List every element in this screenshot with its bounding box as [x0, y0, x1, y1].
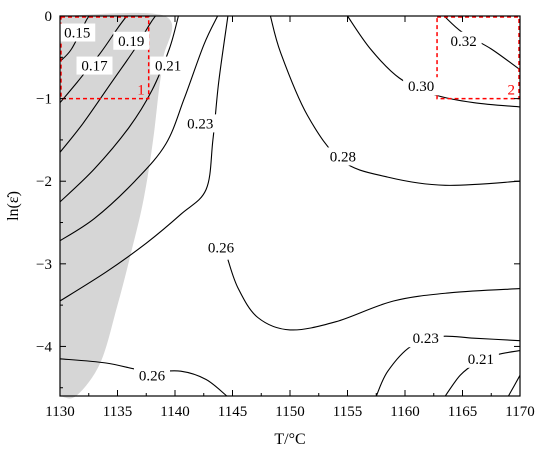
- x-tick-label: 1150: [275, 404, 304, 420]
- contour-label-bg: [445, 31, 482, 50]
- contour-label-bg: [462, 349, 499, 368]
- contour-line-0_28-7: [269, 15, 521, 186]
- contour-label-bg: [407, 329, 444, 348]
- y-axis-title: ln(ε̇): [5, 191, 22, 221]
- contour-label-bg: [76, 56, 113, 75]
- contour-labels-layer: 0.15 0.17 0.19 0.21 0.23 0.26 0.28 0.30 0.32 0.26…: [59, 23, 499, 385]
- region-label-1: 1: [137, 83, 145, 99]
- contour-label-10: 0.23: [413, 331, 439, 347]
- unstable-region-layer: [60, 12, 173, 399]
- x-tick-label: 1145: [218, 404, 247, 420]
- contour-label-2: 0.19: [118, 34, 144, 50]
- contour-label-bg: [324, 147, 361, 166]
- region-label-2: 2: [508, 83, 516, 99]
- y-tick-label: −1: [36, 92, 52, 108]
- x-tick-label: 1140: [160, 404, 189, 420]
- contour-label-bg: [203, 238, 239, 257]
- x-tick-label: 1165: [448, 404, 477, 420]
- region-box-2: [436, 16, 520, 100]
- x-tick-label: 1130: [45, 404, 74, 420]
- contour-line-0_19-2: [59, 15, 156, 153]
- contour-label-11: 0.21: [468, 352, 494, 368]
- y-tick-label: −3: [36, 257, 52, 273]
- contour-line-0_19-13: [508, 375, 521, 397]
- contour-label-bg: [113, 31, 150, 50]
- contour-label-bg: [59, 23, 96, 42]
- contour-line-0_21-3: [59, 15, 179, 203]
- y-tick-label: −2: [36, 174, 52, 190]
- contour-label-bg: [182, 114, 219, 133]
- contour-label-6: 0.28: [330, 149, 356, 165]
- x-tick-label: 1155: [333, 404, 362, 420]
- contour-label-4: 0.23: [187, 116, 213, 132]
- contour-label-8: 0.32: [451, 34, 477, 50]
- contour-label-3: 0.21: [155, 59, 181, 75]
- contour-label-9: 0.26: [139, 368, 166, 384]
- contour-label-bg: [403, 77, 440, 96]
- contour-label-bg: [150, 56, 187, 75]
- x-axis-title: T/°C: [274, 431, 305, 448]
- contour-label-5: 0.26: [208, 240, 235, 256]
- axis-ticks-layer: 1130 1135 1140 1145 1150 1155 1160 1165 1170 0 −1 −…: [36, 9, 535, 420]
- x-tick-label: 1160: [390, 404, 419, 420]
- x-tick-label: 1170: [505, 404, 534, 420]
- contour-line-0_23-4: [59, 15, 219, 242]
- contour-label-7: 0.30: [408, 79, 434, 95]
- y-tick-label: 0: [45, 9, 53, 25]
- unstable-region: [60, 12, 173, 399]
- contour-line-0_26-5: [59, 15, 229, 302]
- contour-label-bg: [134, 366, 170, 385]
- y-tick-label: −4: [36, 339, 52, 355]
- x-tick-label: 1135: [103, 404, 132, 420]
- contour-label-0: 0.15: [64, 26, 90, 42]
- contour-line-0_17-1: [59, 15, 128, 104]
- contour-line-0_26-6: [227, 259, 521, 331]
- contour-label-1: 0.17: [81, 59, 108, 75]
